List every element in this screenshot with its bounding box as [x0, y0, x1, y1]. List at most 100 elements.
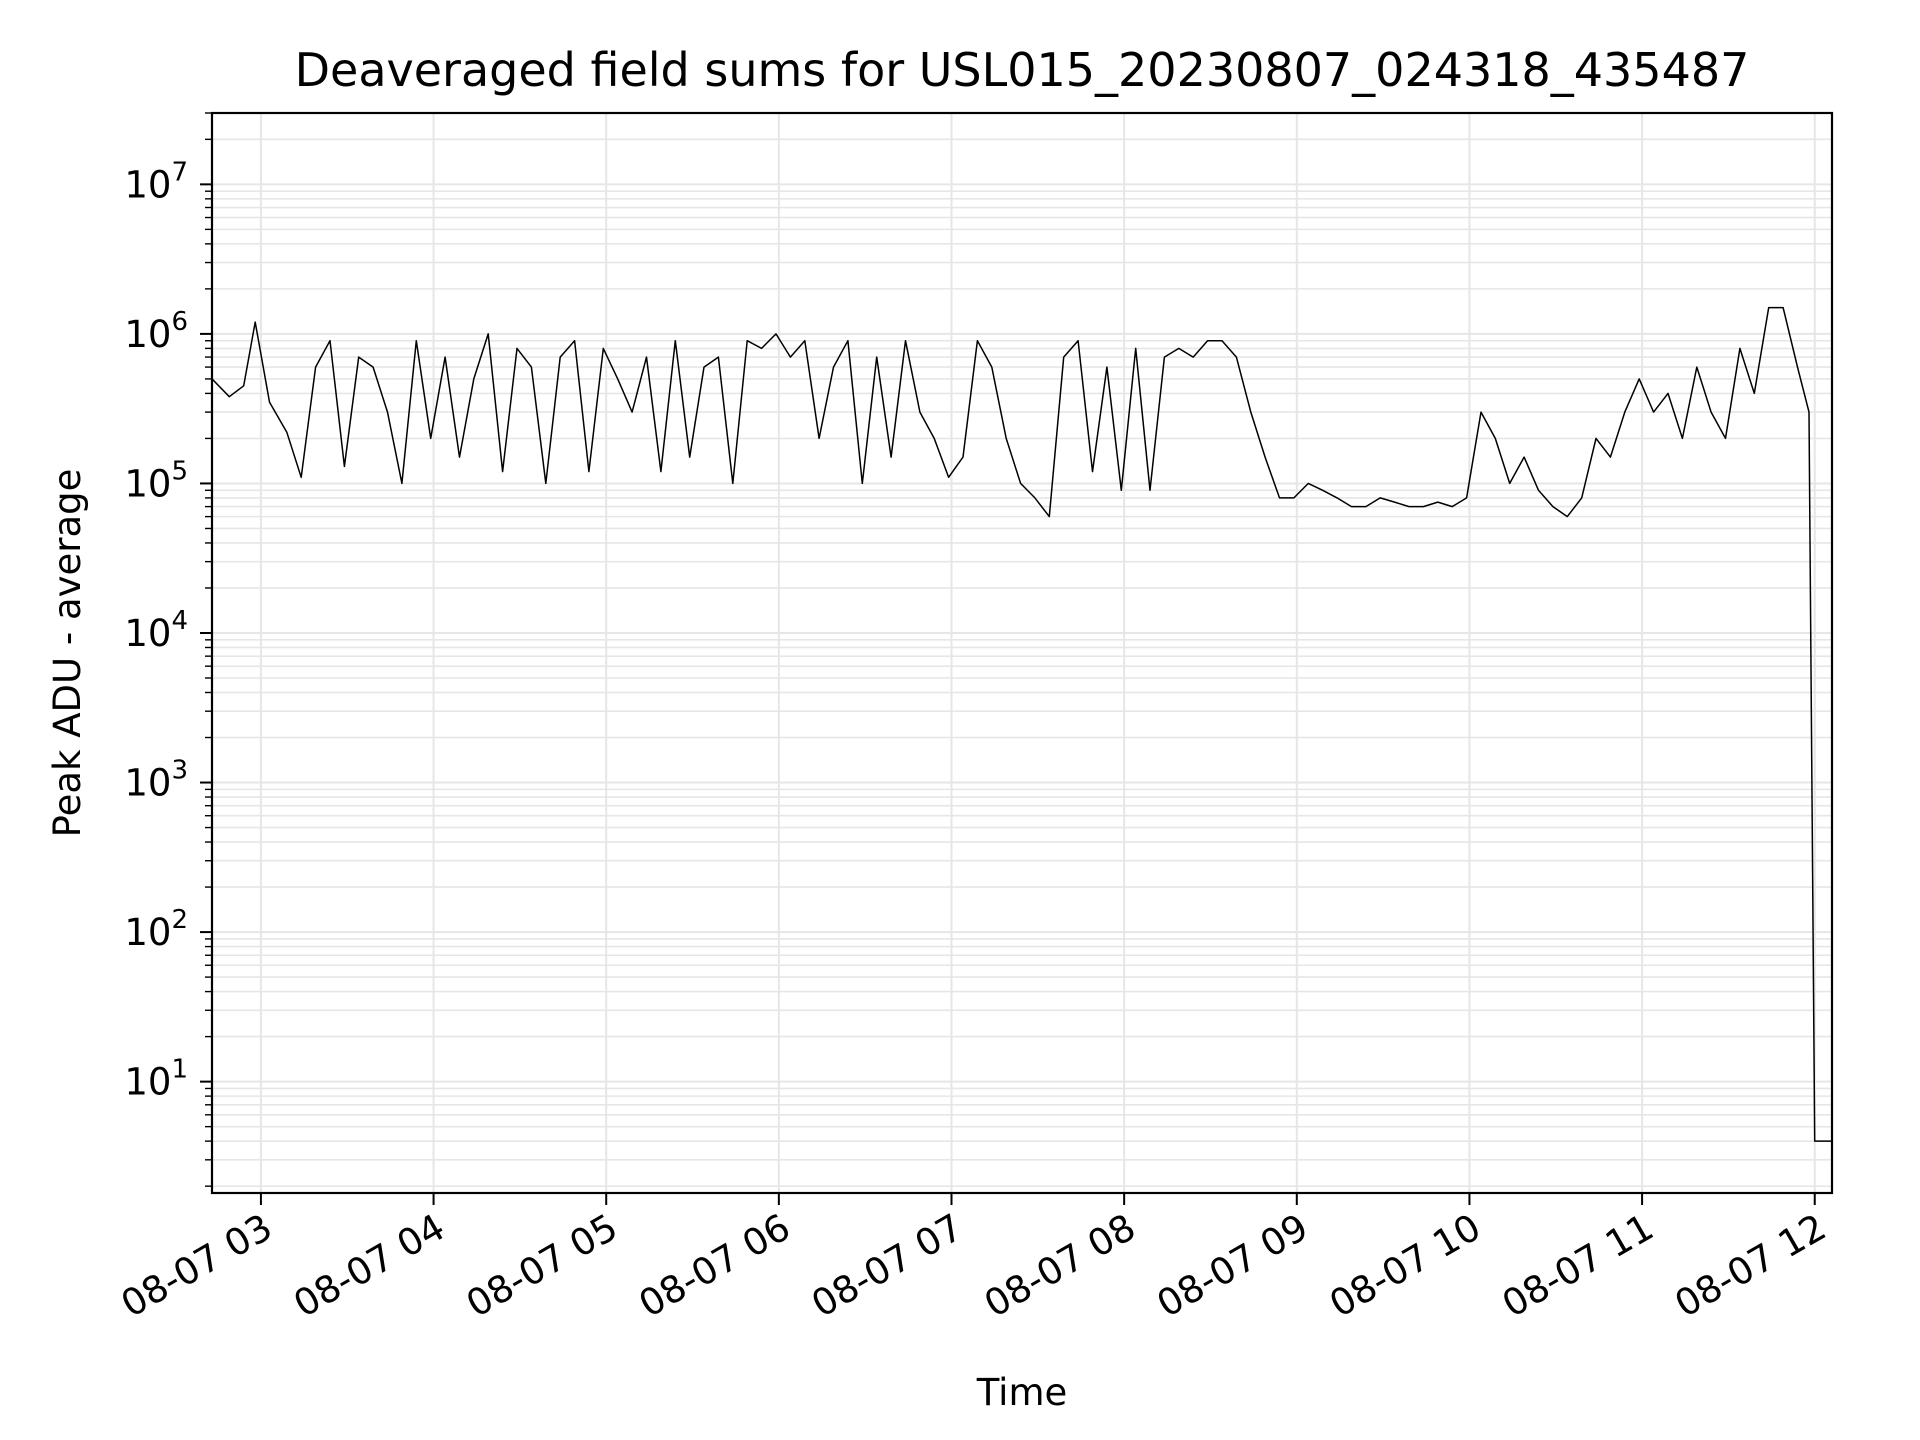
x-tick-label: 08-07 04 — [286, 1206, 452, 1326]
y-tick-base: 10 — [124, 1061, 171, 1104]
data-point — [1782, 307, 1784, 309]
data-point — [919, 411, 921, 413]
data-point — [1808, 411, 1810, 413]
data-point — [1264, 456, 1266, 458]
data-point — [1351, 506, 1353, 508]
data-point — [502, 471, 504, 473]
data-point — [1566, 516, 1568, 518]
data-point — [1020, 482, 1022, 484]
data-point — [761, 347, 763, 349]
data-point — [1163, 356, 1165, 358]
y-tick-exponent: 2 — [171, 905, 188, 935]
y-axis-label: Peak ADU - average — [46, 469, 89, 838]
x-tick-label: 08-07 10 — [1322, 1206, 1488, 1326]
data-point — [1725, 437, 1727, 439]
data-point — [602, 347, 604, 349]
data-point — [1048, 516, 1050, 518]
data-point — [1394, 501, 1396, 503]
axis-ticks: 08-07 03 08-07 04 08-07 05 08-07 06 08-07 07… — [114, 112, 1834, 1326]
data-point — [1696, 366, 1698, 368]
data-point — [674, 340, 676, 342]
data-point — [1077, 340, 1079, 342]
data-point — [315, 366, 317, 368]
data-point — [343, 465, 345, 467]
data-point — [1322, 489, 1324, 491]
y-tick-label: 107 — [124, 157, 188, 206]
data-point — [1552, 506, 1554, 508]
data-point — [1831, 1140, 1833, 1142]
data-point — [1293, 497, 1295, 499]
data-point — [1422, 506, 1424, 508]
data-point — [1595, 437, 1597, 439]
y-tick-label: 103 — [124, 756, 188, 805]
data-point — [1106, 366, 1108, 368]
data-point — [401, 482, 403, 484]
data-point — [1451, 506, 1453, 508]
x-tick-label: 08-07 11 — [1495, 1206, 1661, 1326]
data-point — [905, 340, 907, 342]
data-point — [1797, 366, 1799, 368]
data-point — [559, 356, 561, 358]
data-point — [1768, 307, 1770, 309]
data-point — [1149, 489, 1151, 491]
data-point — [1135, 347, 1137, 349]
data-point — [1638, 378, 1640, 380]
data-point — [358, 356, 360, 358]
data-point — [588, 471, 590, 473]
data-point — [530, 366, 532, 368]
data-point — [789, 356, 791, 358]
data-point — [703, 366, 705, 368]
data-point — [1581, 497, 1583, 499]
data-point — [746, 340, 748, 342]
data-point — [1509, 482, 1511, 484]
y-tick-base: 10 — [124, 762, 171, 805]
data-point — [286, 431, 288, 433]
x-tick-label: 08-07 08 — [977, 1206, 1143, 1326]
x-tick-label: 08-07 07 — [804, 1206, 970, 1326]
x-tick-label: 08-07 09 — [1150, 1206, 1316, 1326]
data-point — [933, 437, 935, 439]
data-point — [1739, 347, 1741, 349]
data-point — [1034, 497, 1036, 499]
x-tick-label: 08-07 05 — [459, 1206, 625, 1326]
chart-title: Deaveraged field sums for USL015_2023080… — [295, 43, 1750, 97]
x-tick-label: 08-07 12 — [1668, 1206, 1834, 1326]
data-point — [876, 356, 878, 358]
data-point — [962, 456, 964, 458]
data-point — [1814, 1140, 1816, 1142]
y-tick-exponent: 6 — [171, 307, 188, 337]
y-tick-label: 102 — [124, 905, 188, 954]
y-tick-base: 10 — [124, 462, 171, 505]
data-point — [804, 340, 806, 342]
data-point — [1480, 411, 1482, 413]
data-point — [1523, 456, 1525, 458]
data-point — [430, 437, 432, 439]
data-point — [732, 482, 734, 484]
data-point — [372, 366, 374, 368]
data-point — [631, 411, 633, 413]
y-tick-label: 106 — [124, 307, 188, 356]
y-tick-label: 104 — [124, 606, 188, 655]
data-point — [254, 321, 256, 323]
y-tick-exponent: 5 — [171, 456, 188, 486]
y-tick-exponent: 7 — [171, 157, 188, 187]
data-point — [646, 356, 648, 358]
y-tick-exponent: 1 — [171, 1055, 188, 1085]
data-point — [775, 333, 777, 335]
data-point — [818, 437, 820, 439]
data-point — [1667, 392, 1669, 394]
data-point — [1336, 497, 1338, 499]
y-tick-exponent: 3 — [171, 756, 188, 786]
data-point — [459, 456, 461, 458]
data-point — [660, 471, 662, 473]
data-point — [1192, 356, 1194, 358]
data-point — [948, 476, 950, 478]
data-point — [847, 340, 849, 342]
data-point — [1178, 347, 1180, 349]
data-point — [1092, 471, 1094, 473]
data-point — [415, 340, 417, 342]
data-point — [300, 476, 302, 478]
data-point — [1207, 340, 1209, 342]
data-point — [861, 482, 863, 484]
